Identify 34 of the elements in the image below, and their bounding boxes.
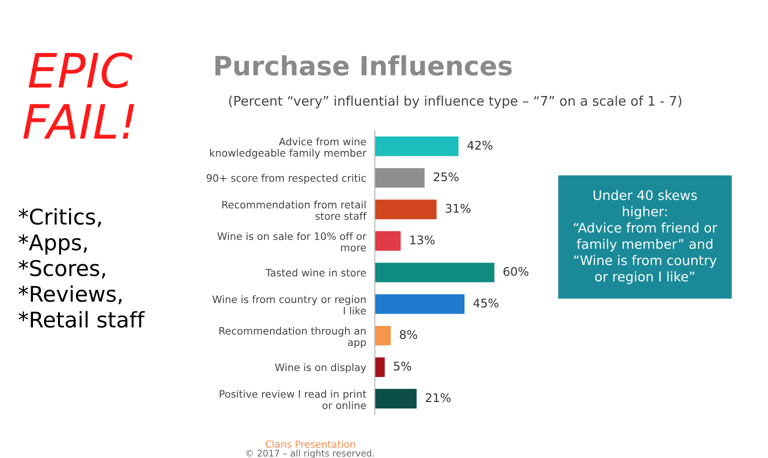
data-label: 60% [504, 267, 528, 276]
bar [374, 357, 385, 377]
y-tick-label: 90+ score from respected critic [206, 174, 366, 184]
chart-subtitle: (Percent “very” influential by influence type – “7” on a scale of 1 - 7) [229, 96, 682, 108]
y-tick-label: Wine is from country or region I like [212, 295, 366, 315]
y-tick-label: Recommendation through an app [219, 326, 366, 348]
bar [374, 200, 437, 220]
y-tick-label: Wine is on sale for 10% off or more [217, 232, 366, 252]
y-tick-label: Recommendation from retail store staff [222, 200, 367, 220]
bar [374, 262, 494, 282]
bar [374, 231, 401, 251]
data-label: 42% [467, 140, 492, 150]
y-tick-label: Advice from wine knowledgeable family member [210, 138, 366, 159]
y-tick-label: Tasted wine in store [265, 268, 366, 277]
bar [374, 168, 425, 188]
text: © 2017 – all rights reserved. [246, 450, 374, 458]
text: Clans Presentation [266, 440, 355, 448]
text: Under 40 skews higher: “Advice from friend or family member” and “Wine is from country or region I like” [574, 190, 718, 284]
y-tick-label: Wine is on display [275, 363, 366, 374]
bar [374, 294, 464, 314]
data-label: 25% [434, 172, 459, 182]
text: EPIC FAIL! [23, 52, 134, 139]
data-label: 31% [446, 204, 470, 213]
data-label: 8% [400, 330, 418, 340]
text: *Critics, *Apps, *Scores, *Reviews, *Retail staff [18, 208, 145, 328]
bar [374, 136, 459, 156]
data-label: 13% [410, 235, 435, 244]
bar [374, 326, 391, 346]
chart-title: Purchase Influences [215, 55, 512, 76]
data-label: 45% [473, 298, 498, 308]
bar [374, 388, 417, 408]
data-label: 5% [394, 362, 412, 371]
data-label: 21% [426, 393, 451, 402]
y-tick-label: Positive review I read in print or online [220, 390, 366, 410]
